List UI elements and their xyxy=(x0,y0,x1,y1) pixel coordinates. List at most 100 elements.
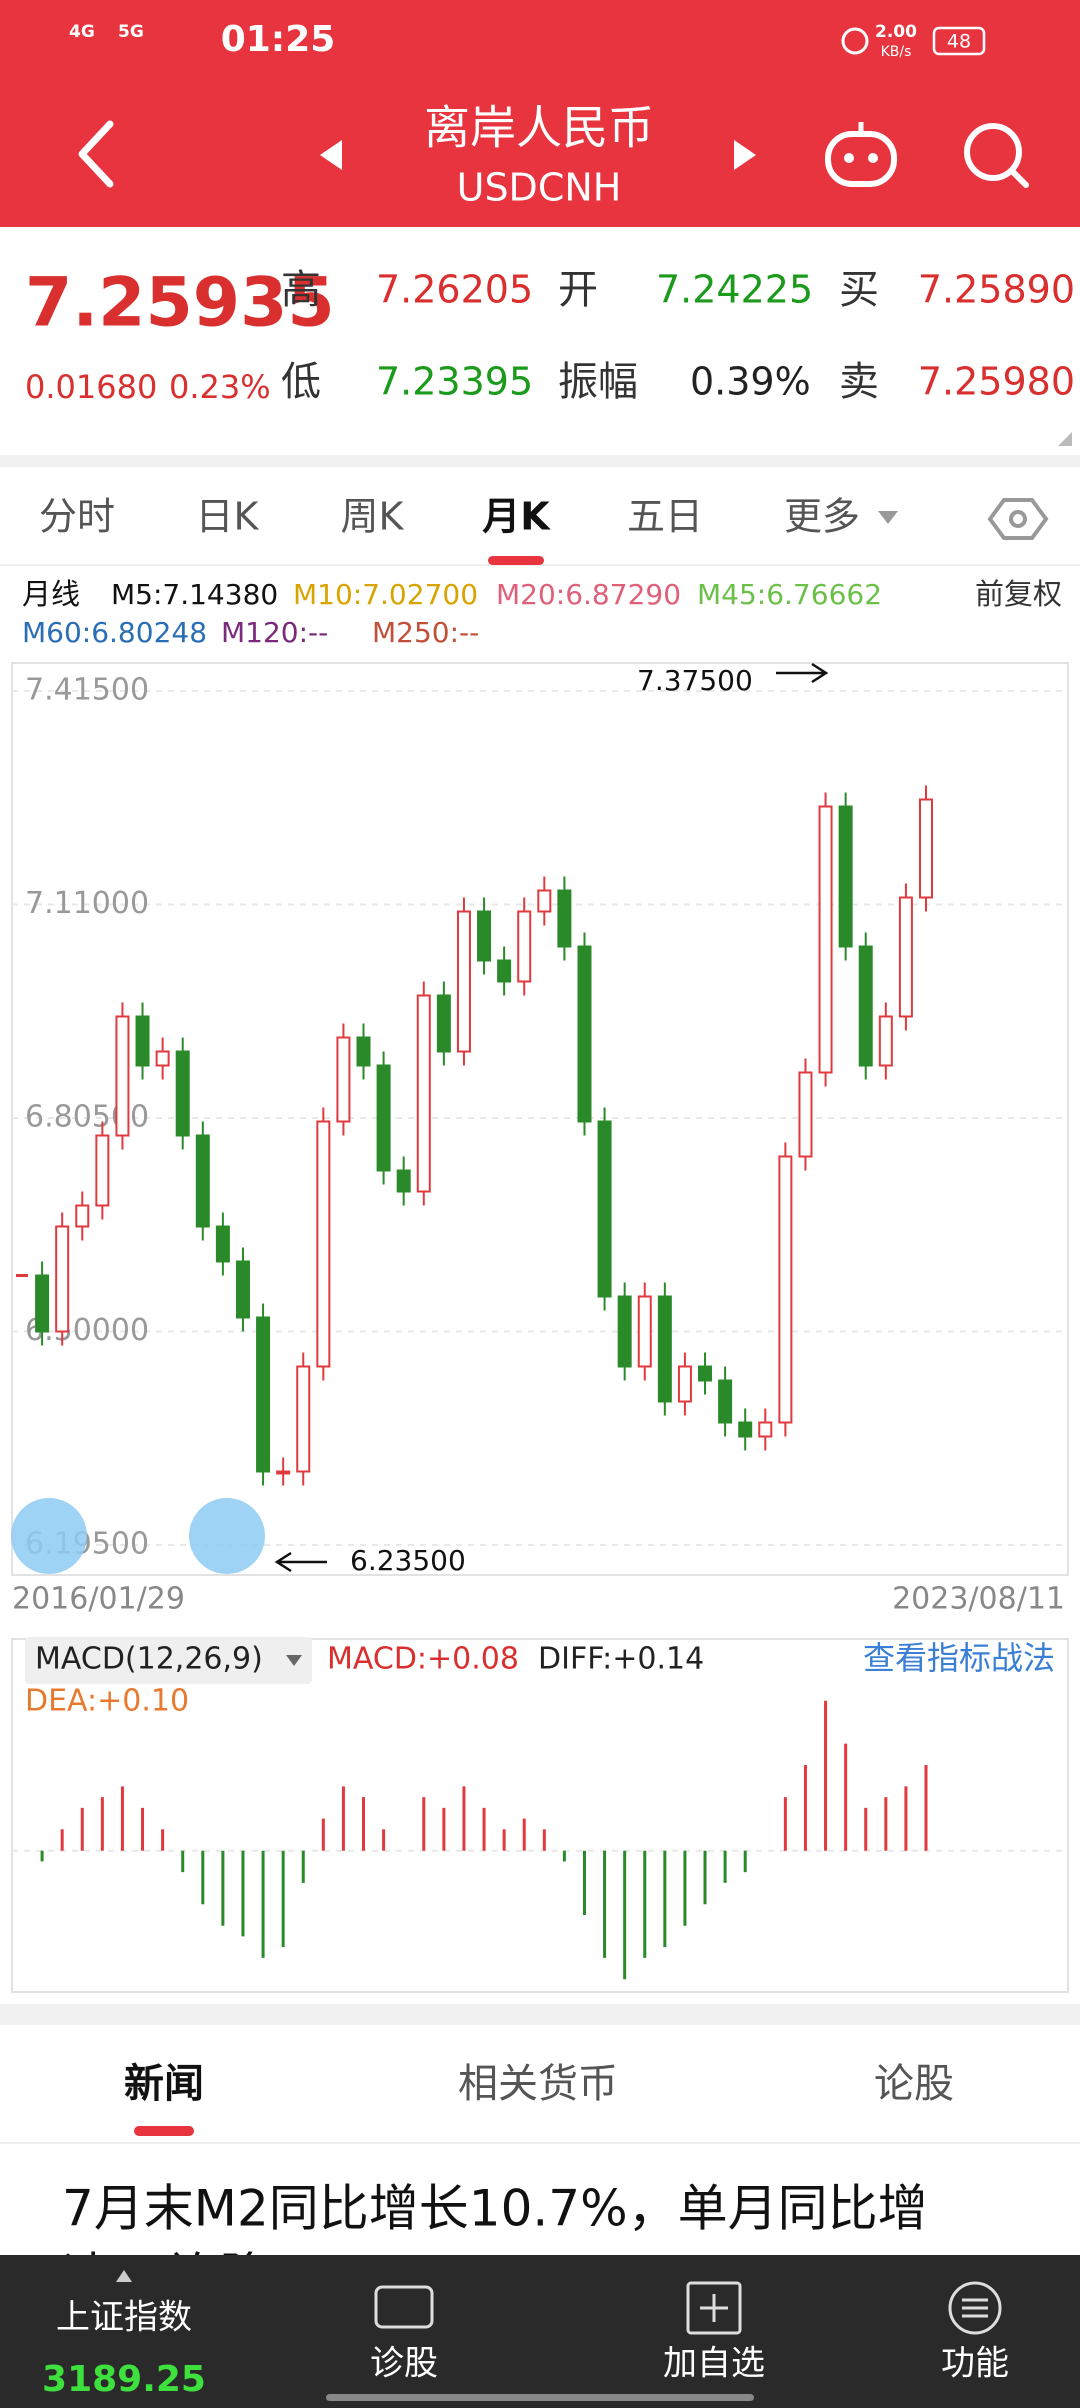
separator xyxy=(0,455,1080,467)
candle xyxy=(657,1295,672,1403)
news-tab[interactable]: 相关货币 xyxy=(458,2061,618,2107)
macd-link[interactable]: 查看指标战法 xyxy=(863,1639,1055,1677)
low-label: 6.23500 xyxy=(350,1544,466,1577)
news-tab[interactable]: 新闻 xyxy=(124,2061,204,2107)
candle xyxy=(276,1470,291,1475)
index-arrow xyxy=(116,2270,132,2282)
quote-value: 0.39% xyxy=(690,360,811,404)
tab-indicator xyxy=(488,556,544,565)
candle xyxy=(456,910,471,1053)
tab[interactable]: 月K xyxy=(482,495,551,539)
tab[interactable]: 日K xyxy=(196,495,260,539)
candle xyxy=(497,959,512,983)
candle xyxy=(376,1064,391,1172)
alarm-icon xyxy=(841,27,869,55)
macd-value: MACD:+0.08 xyxy=(327,1642,519,1677)
prev-button[interactable] xyxy=(320,140,342,170)
dropdown-arrow xyxy=(286,1655,302,1666)
y-tick-label: 7.11000 xyxy=(25,886,149,921)
expand-button[interactable] xyxy=(11,1498,87,1574)
tab[interactable]: 周K xyxy=(341,495,405,539)
battery-level: 48 xyxy=(947,31,971,53)
candle xyxy=(416,994,431,1193)
tab[interactable]: 五日 xyxy=(627,495,703,539)
candle xyxy=(296,1365,311,1473)
candle xyxy=(436,994,451,1053)
corner-mark xyxy=(1058,432,1072,446)
quote-label: 卖 xyxy=(839,359,879,405)
ma-item: M120:-- xyxy=(221,616,328,649)
tab[interactable]: 分时 xyxy=(39,495,115,539)
candle xyxy=(798,1071,813,1158)
ma-item: M250:-- xyxy=(372,616,479,649)
nav-item[interactable]: 诊股 xyxy=(370,2344,438,2384)
ma-item: M10:7.02700 xyxy=(293,578,478,611)
x-tick-label: 2016/01/29 xyxy=(12,1582,185,1617)
add-icon xyxy=(686,2281,742,2335)
index-value: 3189.25 xyxy=(42,2359,206,2400)
candle xyxy=(738,1421,753,1438)
network: 5G xyxy=(118,22,144,42)
candle xyxy=(356,1036,371,1067)
candle xyxy=(95,1134,110,1207)
low-arrow xyxy=(274,1551,327,1573)
net-speed: 2.00 xyxy=(875,22,917,42)
back-button[interactable] xyxy=(78,120,114,188)
news-tab[interactable]: 论股 xyxy=(874,2061,954,2107)
quote-label: 低 xyxy=(281,359,321,405)
macd-dropdown[interactable] xyxy=(25,1637,312,1684)
high-arrow xyxy=(776,662,829,684)
change-pct: 0.23% xyxy=(169,368,271,406)
candle xyxy=(35,1274,50,1333)
nav-item[interactable]: 加自选 xyxy=(663,2344,765,2384)
quote-value: 7.23395 xyxy=(376,360,533,404)
candle xyxy=(75,1204,90,1228)
quote-label: 买 xyxy=(839,267,879,313)
candle xyxy=(235,1260,250,1319)
next-button[interactable] xyxy=(734,140,756,170)
network: 4G xyxy=(69,22,95,42)
dea-value: DEA:+0.10 xyxy=(25,1684,189,1719)
candle xyxy=(878,1015,893,1067)
candle xyxy=(396,1169,411,1193)
news-tab-indicator xyxy=(134,2126,194,2136)
macd-frame xyxy=(11,1638,1069,1993)
separator xyxy=(0,2004,1080,2025)
macd-title[interactable]: MACD(12,26,9) xyxy=(35,1642,263,1677)
quote-bg xyxy=(0,227,1080,455)
candle xyxy=(336,1036,351,1123)
menu-icon xyxy=(948,2281,1002,2335)
candle xyxy=(215,1225,230,1263)
candle xyxy=(256,1316,271,1473)
quote-label: 开 xyxy=(558,267,598,313)
fullscreen-button[interactable] xyxy=(189,1498,265,1574)
bottom-bar xyxy=(0,2255,1080,2408)
adjust[interactable]: 前复权 xyxy=(975,577,1062,611)
index-name[interactable]: 上证指数 xyxy=(56,2298,192,2338)
tab[interactable]: 更多 xyxy=(784,495,860,539)
diagnose-icon xyxy=(374,2285,434,2329)
quote-value: 7.24225 xyxy=(656,268,813,312)
subtitle: USDCNH xyxy=(457,166,622,210)
quote-label: 高 xyxy=(281,267,321,313)
candle xyxy=(698,1365,713,1382)
menu-icon-lines xyxy=(962,2298,988,2318)
candle xyxy=(677,1365,692,1403)
candle xyxy=(617,1295,632,1368)
candle xyxy=(858,945,873,1067)
robot-icon[interactable] xyxy=(825,122,897,187)
settings-icon[interactable] xyxy=(987,498,1049,540)
candle xyxy=(597,1120,612,1298)
change: 0.01680 xyxy=(25,368,157,406)
quote-value: 7.26205 xyxy=(376,268,533,312)
candle xyxy=(195,1134,210,1228)
headline[interactable]: 7月末M2同比增长10.7%，单月同比增 xyxy=(62,2180,928,2238)
nav-item[interactable]: 功能 xyxy=(941,2344,1009,2384)
clock: 01:25 xyxy=(221,19,336,60)
add-icon-plus xyxy=(700,2294,728,2322)
search-icon[interactable] xyxy=(964,123,1029,188)
candle xyxy=(155,1050,170,1067)
quote-value: 7.25980 xyxy=(918,360,1075,404)
